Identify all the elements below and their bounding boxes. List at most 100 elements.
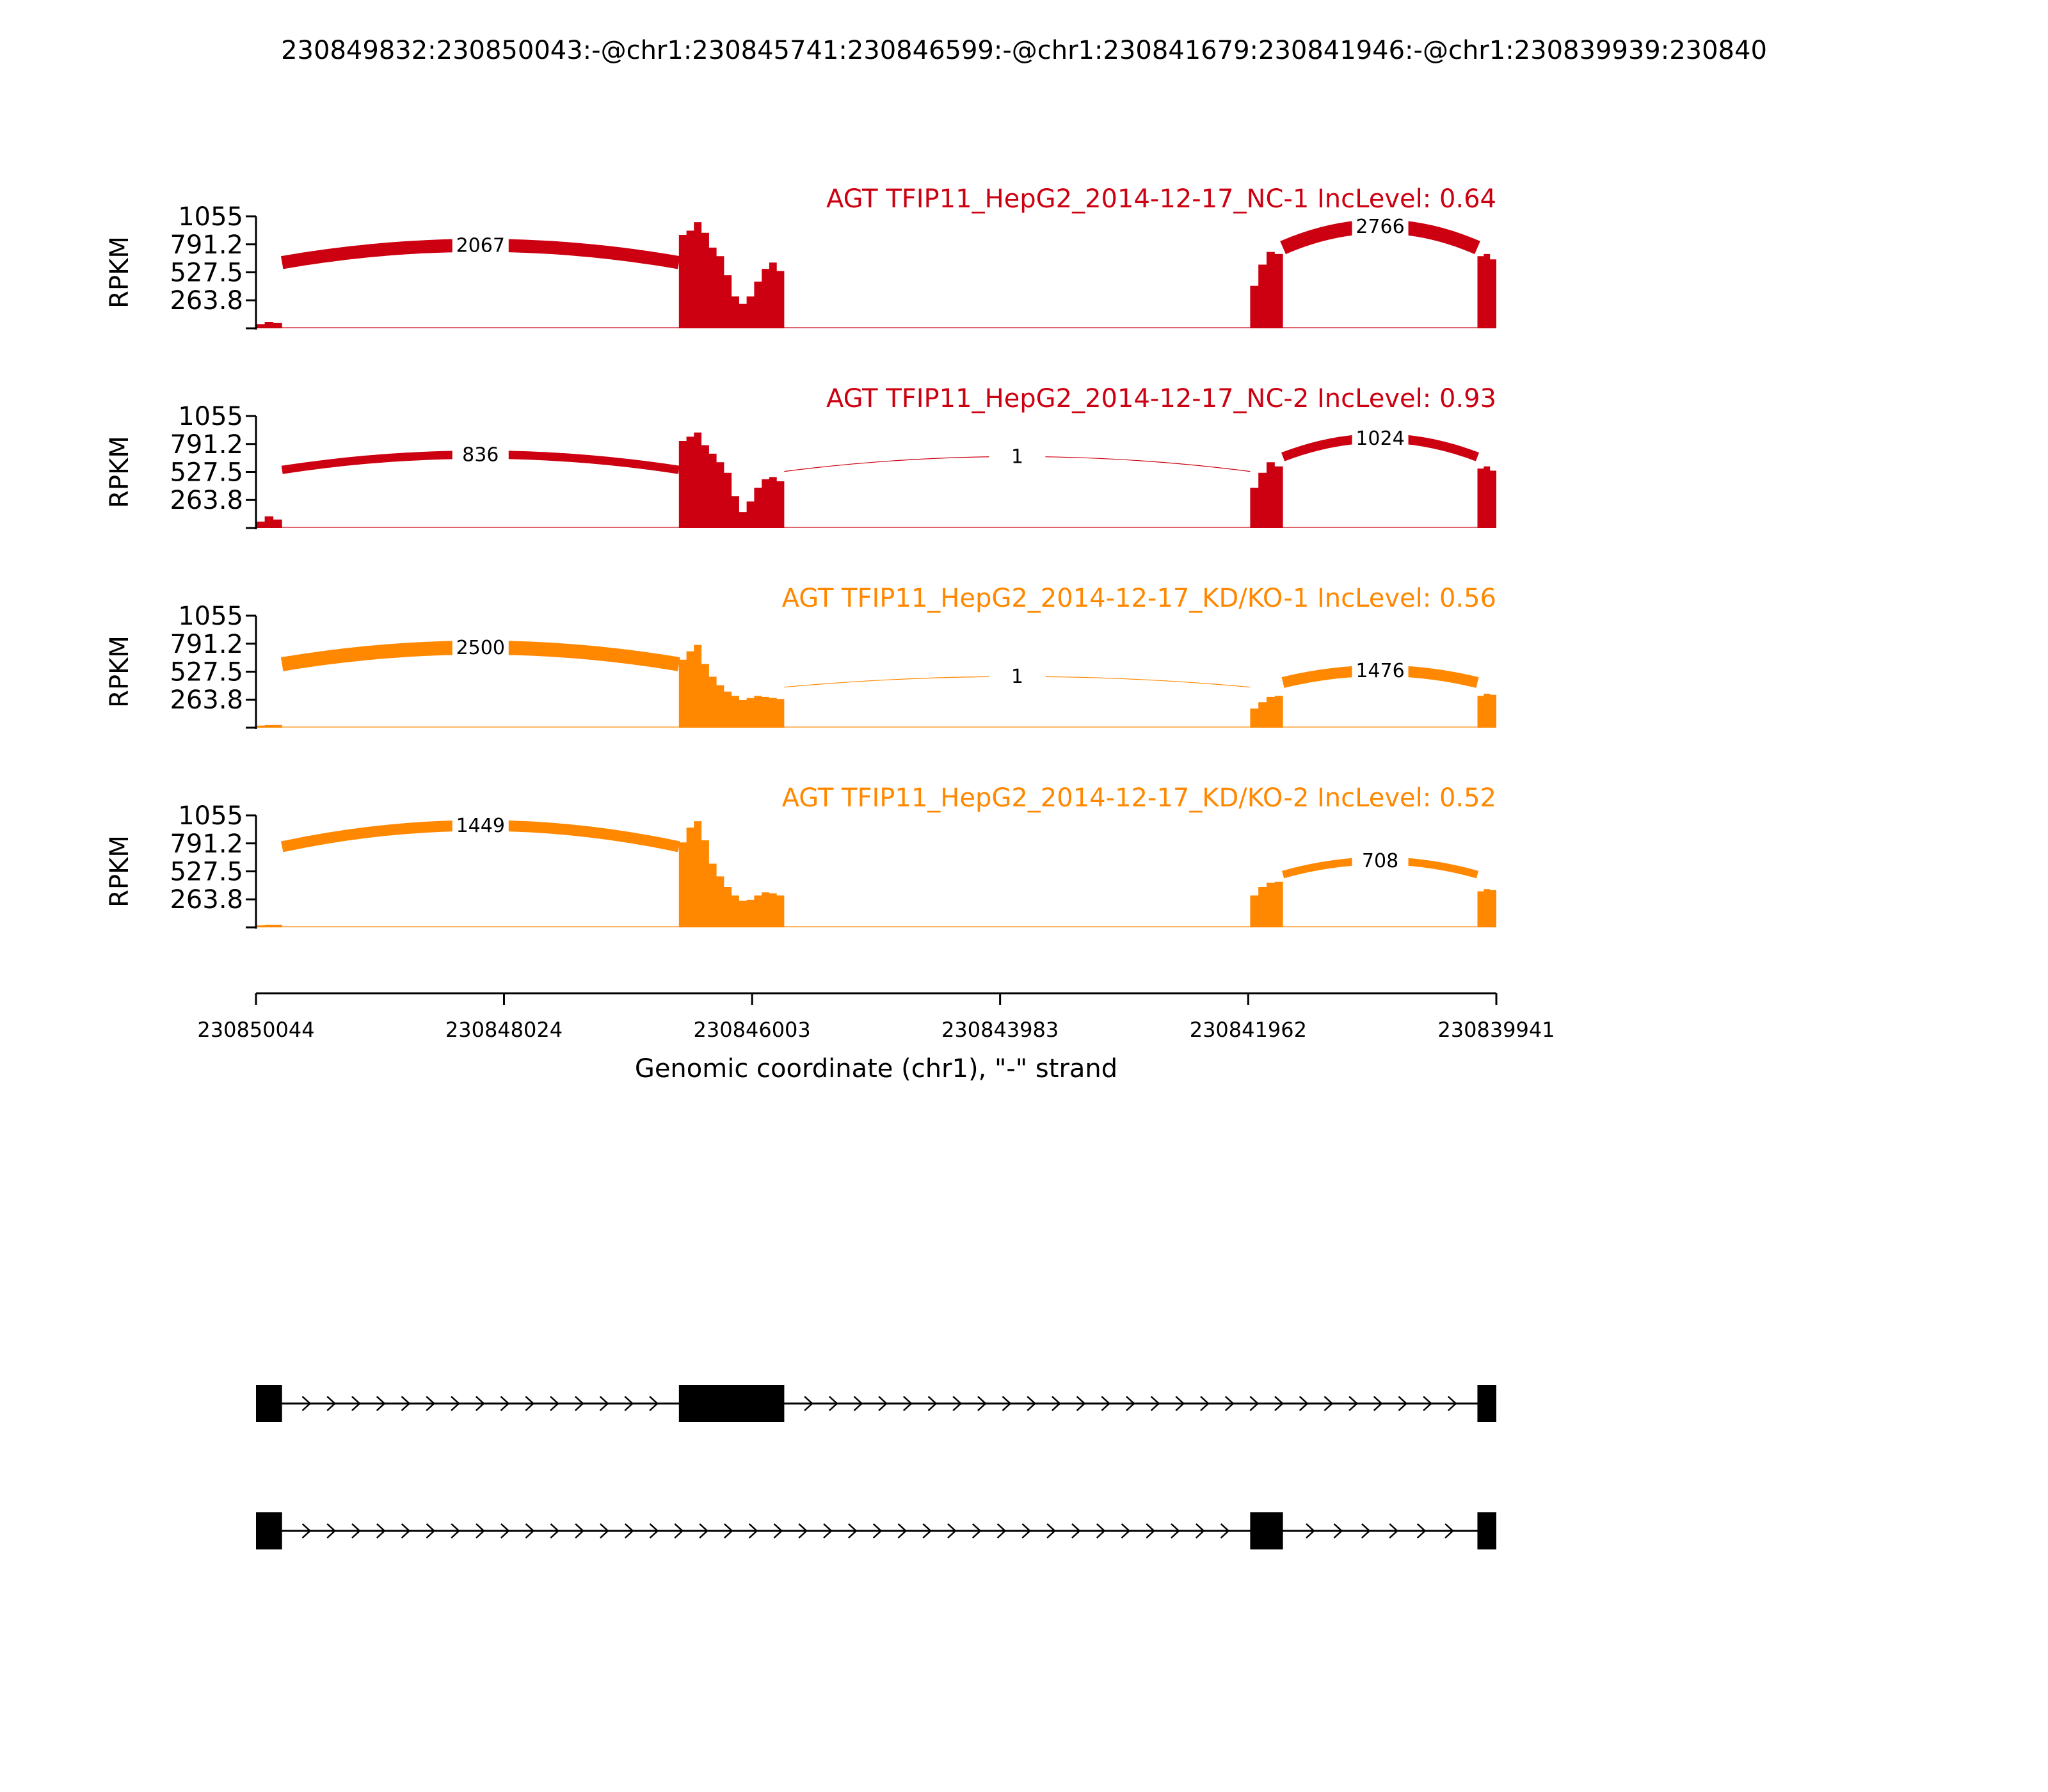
junction-label-background — [452, 813, 509, 836]
strand-arrow — [624, 1396, 634, 1411]
strand-arrow — [977, 1396, 987, 1411]
strand-arrow — [426, 1523, 436, 1539]
exon-block — [1250, 1512, 1283, 1549]
strand-arrow — [699, 1523, 708, 1539]
exon-block — [1477, 1385, 1496, 1422]
x-tick-label: 230839941 — [1437, 1018, 1555, 1042]
strand-arrow — [804, 1396, 813, 1411]
coverage-area-4 — [1477, 889, 1496, 927]
strand-arrow — [351, 1523, 361, 1539]
junction-label: 2500 — [456, 637, 505, 659]
junction-label-background — [452, 443, 509, 465]
y-tick-label: 527.5 — [170, 458, 243, 488]
panel-sample-name: AGT TFIP11_HepG2_2014-12-17_KD/KO-2 — [782, 783, 1309, 813]
strand-arrow — [550, 1396, 559, 1411]
strand-arrow — [853, 1396, 863, 1411]
x-tick-label: 230846003 — [694, 1018, 811, 1042]
x-axis-label: Genomic coordinate (chr1), "-" strand — [635, 1054, 1117, 1084]
panel-inc-level-prefix: IncLevel: — [1309, 783, 1439, 813]
panel-sample-name: AGT TFIP11_HepG2_2014-12-17_KD/KO-1 — [782, 584, 1309, 613]
strand-arrow — [902, 1396, 913, 1411]
exon-block — [256, 1385, 282, 1422]
coverage-area-2 — [678, 821, 785, 927]
strand-arrow — [1146, 1523, 1156, 1539]
panel-sample-name: AGT TFIP11_HepG2_2014-12-17_NC-1 — [826, 184, 1309, 214]
transcript-1 — [256, 1385, 1496, 1422]
panel-inc-level: 0.64 — [1439, 184, 1496, 214]
strand-arrow — [550, 1523, 560, 1539]
panel-inc-level-prefix: IncLevel: — [1309, 584, 1439, 613]
strand-arrow — [1220, 1523, 1230, 1539]
strand-arrow — [878, 1396, 888, 1411]
y-tick-label: 263.8 — [170, 885, 243, 915]
panel-label: AGT TFIP11_HepG2_2014-12-17_KD/KO-2 IncL… — [782, 783, 1496, 813]
y-tick-label: 791.2 — [170, 829, 243, 859]
strand-arrow — [376, 1523, 386, 1539]
x-tick-label: 230850044 — [197, 1018, 314, 1042]
strand-arrow — [575, 1523, 584, 1539]
strand-arrow — [773, 1523, 783, 1539]
strand-arrow — [947, 1523, 957, 1539]
transcript-structures — [256, 1385, 1496, 1549]
strand-arrow — [600, 1523, 609, 1539]
junction-label: 2766 — [1356, 216, 1404, 238]
junction-label-background — [1352, 659, 1409, 682]
coverage-area-2 — [678, 222, 785, 328]
strand-arrow — [1002, 1396, 1012, 1411]
y-tick-label: 1055 — [178, 402, 243, 431]
strand-arrow — [748, 1523, 758, 1539]
exon-block — [1477, 1512, 1496, 1549]
y-tick-label: 791.2 — [170, 630, 243, 659]
strand-arrow — [798, 1523, 808, 1539]
x-tick-label: 230841962 — [1190, 1018, 1307, 1042]
strand-arrow — [927, 1396, 938, 1411]
strand-arrow — [451, 1523, 461, 1539]
strand-arrow — [1126, 1396, 1135, 1411]
strand-arrow — [1076, 1396, 1086, 1411]
strand-arrow — [525, 1396, 535, 1411]
strand-arrow — [1333, 1523, 1343, 1539]
junction-label-background — [1352, 214, 1409, 237]
strand-arrow — [1324, 1396, 1334, 1411]
y-tick-label: 791.2 — [170, 430, 243, 460]
strand-arrow — [451, 1396, 460, 1411]
panel-inc-level: 0.52 — [1439, 783, 1496, 813]
panel-inc-level-prefix: IncLevel: — [1309, 384, 1439, 413]
junction-label-background — [452, 234, 509, 256]
strand-arrow — [649, 1523, 659, 1539]
strand-arrow — [897, 1523, 908, 1539]
junction-label: 1 — [1011, 666, 1023, 688]
strand-arrow — [1046, 1523, 1056, 1539]
junction-label: 836 — [462, 444, 499, 466]
strand-arrow — [376, 1396, 386, 1411]
strand-arrow — [823, 1523, 833, 1539]
coverage-area-4 — [1477, 466, 1496, 528]
strand-arrow — [401, 1396, 411, 1411]
strand-arrow — [351, 1396, 361, 1411]
y-tick-label: 527.5 — [170, 259, 243, 288]
strand-arrow — [1071, 1523, 1081, 1539]
strand-arrow — [1373, 1396, 1383, 1411]
y-tick-label: 527.5 — [170, 858, 243, 887]
page-title: 230849832:230850043:-@chr1:230845741:230… — [281, 36, 1767, 65]
strand-arrow — [674, 1523, 684, 1539]
strand-arrow — [500, 1396, 510, 1411]
y-tick-label: 1055 — [178, 602, 243, 631]
y-axis-label: RPKM — [105, 636, 134, 708]
strand-arrow — [1389, 1523, 1399, 1539]
coverage-area-1 — [256, 724, 282, 728]
strand-arrow — [475, 1396, 485, 1411]
strand-arrow — [1021, 1523, 1032, 1539]
strand-arrow — [1306, 1523, 1315, 1539]
strand-arrow — [1447, 1396, 1457, 1411]
strand-arrow — [1224, 1396, 1235, 1411]
junction-label: 1449 — [456, 815, 505, 837]
strand-arrow — [1175, 1396, 1185, 1411]
strand-arrow — [476, 1523, 485, 1539]
panel-label: AGT TFIP11_HepG2_2014-12-17_KD/KO-1 IncL… — [782, 584, 1496, 613]
y-tick-label: 791.2 — [170, 230, 243, 260]
